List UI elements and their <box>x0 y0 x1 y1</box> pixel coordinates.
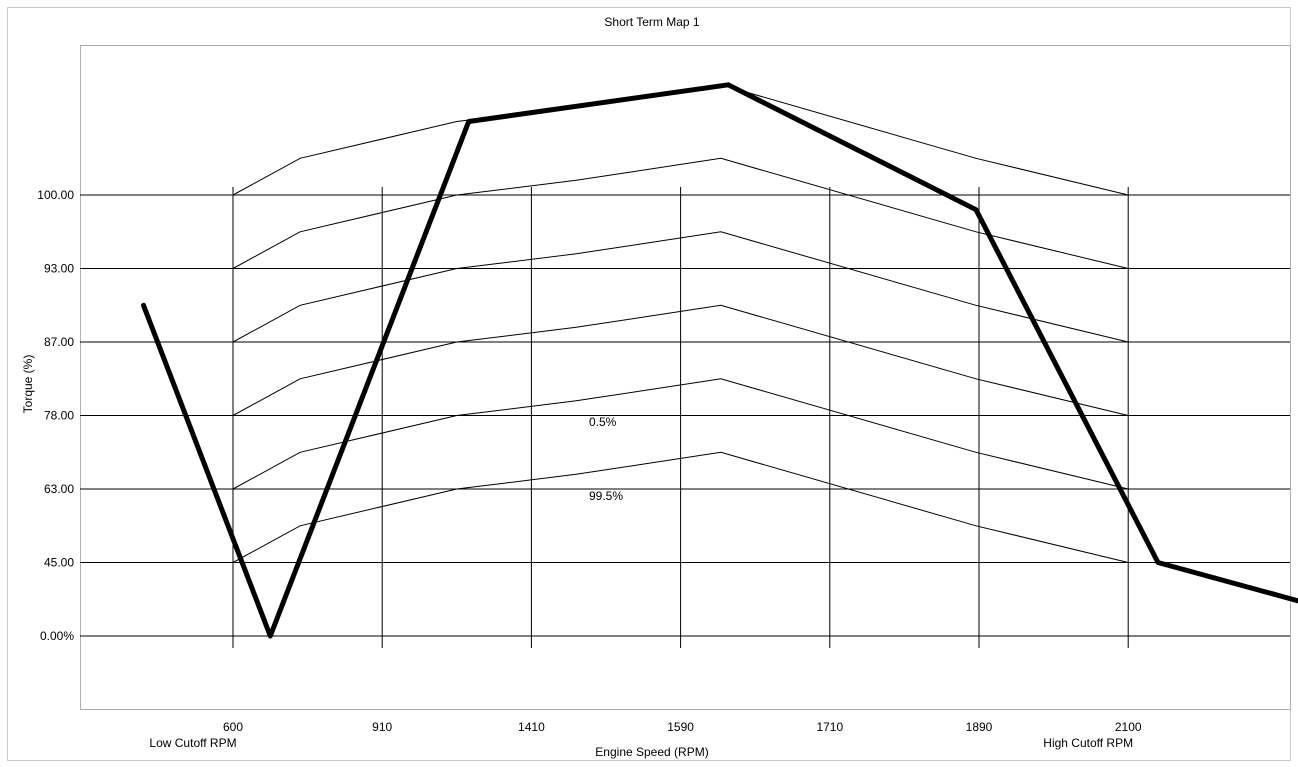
y-tick-labels: 0.00% 45.00 63.00 78.00 87.00 93.00 100.00 <box>37 188 74 643</box>
y-tick-label: 0.00% <box>40 629 74 643</box>
horizontal-gridlines <box>80 194 1290 637</box>
inner-curve-6 <box>232 451 1129 563</box>
x-tick-label: 1710 <box>816 720 843 734</box>
x-tick-label: 600 <box>223 720 243 734</box>
annotation-0-5-percent: 0.5% <box>589 415 617 429</box>
y-tick-label: 93.00 <box>44 262 74 276</box>
x-tick-label: 1410 <box>518 720 545 734</box>
x-tick-label: 1890 <box>966 720 993 734</box>
x-tick-sublabel: Low Cutoff RPM <box>149 736 236 750</box>
y-tick-label: 100.00 <box>37 188 74 202</box>
x-tick-label: 2100 <box>1115 720 1142 734</box>
x-tick-labels: 600 Low Cutoff RPM 910 1410 1590 1710 1890 2100… <box>149 720 1141 750</box>
y-tick-label: 87.00 <box>44 335 74 349</box>
inner-curve-4 <box>232 304 1129 416</box>
x-tick-sublabel: High Cutoff RPM <box>1043 736 1133 750</box>
annotation-99-5-percent: 99.5% <box>589 489 623 503</box>
x-axis-label: Engine Speed (RPM) <box>595 745 708 759</box>
inner-curve-5 <box>232 378 1129 490</box>
vertical-gridlines <box>232 187 1129 648</box>
y-tick-label: 78.00 <box>44 409 74 423</box>
torque-limit-curve <box>141 82 1298 639</box>
inner-curve-3 <box>232 231 1129 343</box>
y-tick-label: 45.00 <box>44 556 74 570</box>
plot-area <box>80 45 1291 710</box>
chart-frame <box>7 7 1291 761</box>
x-tick-label: 1590 <box>667 720 694 734</box>
x-tick-label: 910 <box>372 720 392 734</box>
inner-curve-1 <box>232 84 1129 196</box>
y-tick-label: 63.00 <box>44 482 74 496</box>
inner-curve-2 <box>232 157 1129 269</box>
max-torque-line <box>141 82 1298 639</box>
chart-title: Short Term Map 1 <box>604 15 699 29</box>
y-axis-label: Torque (%) <box>21 355 35 414</box>
